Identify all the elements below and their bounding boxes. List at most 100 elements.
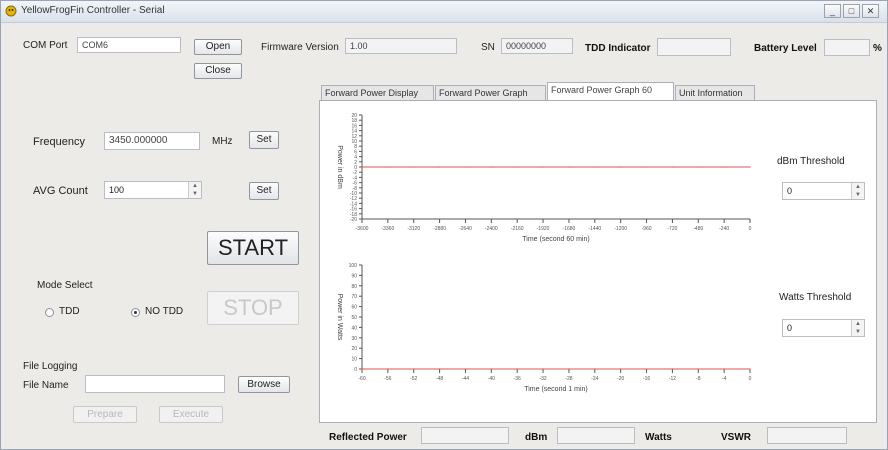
dbm-chart-data-point <box>749 166 751 168</box>
stepper-arrows-icon[interactable]: ▲ ▼ <box>188 182 201 198</box>
watts-chart-y-tick-label: 20 <box>351 346 357 352</box>
serial-number-label: SN <box>481 42 495 53</box>
frequency-unit: MHz <box>212 136 233 147</box>
dbm-chart-data-point <box>413 166 415 168</box>
dbm-chart-x-tick-label: -2880 <box>433 226 446 232</box>
dbm-chart-y-tick-label: -14 <box>350 201 357 207</box>
dbm-chart-y-tick-label: 18 <box>351 118 357 124</box>
avg-count-label: AVG Count <box>33 185 88 197</box>
watts-chart-data-point <box>620 368 622 370</box>
battery-level-field <box>824 39 870 56</box>
open-button[interactable]: Open <box>194 39 242 55</box>
close-window-button[interactable]: ✕ <box>862 4 879 18</box>
watts-chart-y-tick-label: 30 <box>351 336 357 342</box>
reflected-power-field <box>421 427 509 444</box>
stepper-arrows-icon[interactable]: ▲ ▼ <box>851 320 864 336</box>
watts-chart-y-axis-label: Power in Watts <box>336 294 343 341</box>
window-title: YellowFrogFin Controller - Serial <box>21 5 165 16</box>
radio-checked-icon[interactable] <box>131 308 140 317</box>
dbm-chart-x-tick-label: -1440 <box>588 226 601 232</box>
watts-label: Watts <box>645 432 672 443</box>
watts-chart-x-axis-label: Time (second 1 min) <box>524 386 588 393</box>
watts-chart-x-tick-label: -48 <box>436 376 443 382</box>
dbm-chart-x-tick-label: -2640 <box>459 226 472 232</box>
vswr-field <box>767 427 847 444</box>
dbm-history-chart: 20181614121086420-2-4-6-8-10-12-14-16-18… <box>336 113 752 243</box>
file-name-input[interactable] <box>85 375 225 393</box>
watts-threshold-value: 0 <box>787 323 793 333</box>
stop-button[interactable]: STOP <box>207 291 299 325</box>
watts-threshold-label: Watts Threshold <box>779 292 852 303</box>
dbm-chart-y-tick-label: 10 <box>351 139 357 145</box>
com-port-field[interactable]: COM6 <box>77 37 181 53</box>
start-button[interactable]: START <box>207 231 299 265</box>
watts-chart-y-tick-label: 70 <box>351 294 357 300</box>
mode-no-tdd-radio[interactable]: NO TDD <box>131 306 201 320</box>
dbm-chart-data-point <box>439 166 441 168</box>
dbm-chart-x-axis-label: Time (second 60 min) <box>522 236 589 243</box>
watts-chart-data-point <box>387 368 389 370</box>
dbm-chart-y-tick-label: 14 <box>351 129 357 135</box>
execute-button[interactable]: Execute <box>159 406 223 423</box>
dbm-chart-data-point <box>645 166 648 168</box>
close-button[interactable]: Close <box>194 63 242 79</box>
dbm-chart-y-tick-label: -18 <box>350 212 357 218</box>
watts-threshold-stepper[interactable]: 0 ▲ ▼ <box>782 319 865 337</box>
tab-forward-power-display[interactable]: Forward Power Display <box>321 85 434 101</box>
firmware-version-field: 1.00 <box>345 38 457 54</box>
radio-unchecked-icon[interactable] <box>45 308 54 317</box>
watts-chart-y-tick-label: 60 <box>351 305 357 311</box>
avg-count-stepper[interactable]: 100 ▲ ▼ <box>104 181 202 199</box>
dbm-chart-y-tick-label: 2 <box>354 160 357 166</box>
dbm-chart-x-tick-label: -720 <box>667 226 677 232</box>
dbm-chart-data-point <box>361 166 363 168</box>
vswr-label: VSWR <box>721 432 751 443</box>
prepare-button[interactable]: Prepare <box>73 406 137 423</box>
mode-no-tdd-label: NO TDD <box>145 306 184 317</box>
watts-chart-data-point <box>594 368 596 370</box>
watts-chart-data-point <box>542 368 544 370</box>
tab-unit-information[interactable]: Unit Information <box>675 85 755 101</box>
frequency-input[interactable]: 3450.000000 <box>104 132 200 150</box>
dbm-label: dBm <box>525 432 548 443</box>
dbm-chart-data-point <box>568 166 570 168</box>
dbm-chart-data-point <box>620 166 622 168</box>
dbm-chart-data-point <box>387 166 389 168</box>
watts-chart-data-point <box>413 368 415 370</box>
dbm-chart-data-point <box>490 166 492 168</box>
browse-button[interactable]: Browse <box>238 376 290 393</box>
watts-chart-y-tick-label: 90 <box>351 273 357 279</box>
stepper-arrows-icon[interactable]: ▲ ▼ <box>851 183 864 199</box>
watts-chart-x-tick-label: -60 <box>358 376 365 382</box>
avg-set-button[interactable]: Set <box>249 182 279 200</box>
tab-forward-power-graph-60[interactable]: Forward Power Graph 60 <box>547 82 674 101</box>
dbm-chart-data-point <box>671 166 673 168</box>
watts-chart-data-point <box>697 368 699 370</box>
minimize-button[interactable]: _ <box>824 4 841 18</box>
watts-chart-data-point <box>490 368 492 370</box>
watts-chart-x-tick-label: -16 <box>643 376 650 382</box>
firmware-version-label: Firmware Version <box>261 42 339 53</box>
dbm-chart-x-tick-label: -3360 <box>381 226 394 232</box>
mode-select-label: Mode Select <box>37 280 93 291</box>
frequency-label: Frequency <box>33 136 85 148</box>
dbm-threshold-stepper[interactable]: 0 ▲ ▼ <box>782 182 865 200</box>
mode-tdd-radio[interactable]: TDD <box>45 306 105 320</box>
maximize-button[interactable]: □ <box>843 4 860 18</box>
dbm-chart-y-tick-label: -16 <box>350 207 357 213</box>
dbm-chart-y-tick-label: -12 <box>350 196 357 202</box>
dbm-chart-data-point <box>697 166 699 168</box>
watts-chart-data-point <box>671 368 673 370</box>
dbm-chart-data-point <box>516 166 518 168</box>
dbm-chart-x-tick-label: -240 <box>719 226 729 232</box>
tab-forward-power-graph[interactable]: Forward Power Graph <box>435 85 546 101</box>
frequency-set-button[interactable]: Set <box>249 131 279 149</box>
dbm-chart-data-point <box>723 166 725 168</box>
dbm-chart-x-tick-label: -1680 <box>563 226 576 232</box>
watts-chart-x-tick-label: -32 <box>539 376 546 382</box>
dbm-chart-x-tick-label: -480 <box>693 226 703 232</box>
dbm-chart-data-point <box>594 166 596 168</box>
watts-chart-x-tick-label: -28 <box>565 376 572 382</box>
watts-chart-y-tick-label: 80 <box>351 284 357 290</box>
tdd-indicator-field <box>657 38 731 56</box>
